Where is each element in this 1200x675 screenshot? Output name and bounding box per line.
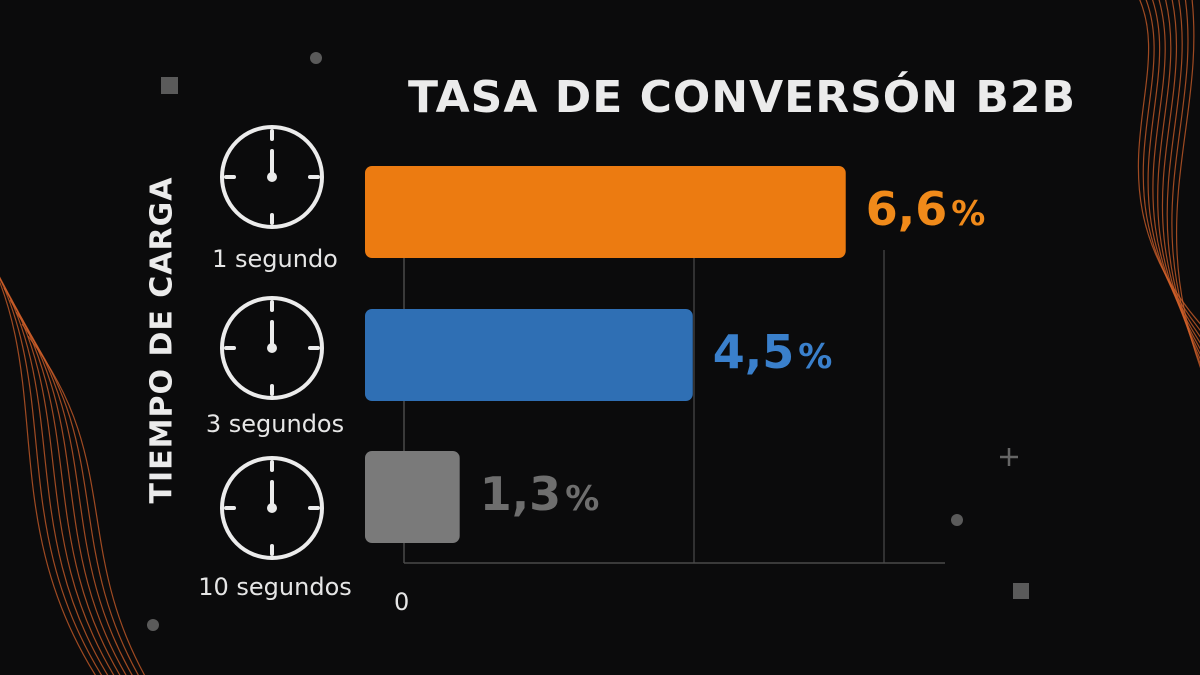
bar-value-label-3: 1,3%	[479, 467, 600, 521]
wave-line-decoration	[1175, 0, 1200, 368]
wave-line-decoration	[1166, 0, 1200, 360]
chart-title: TASA DE CONVERSÓN B2B	[408, 72, 1077, 123]
bar-value-label-2: 4,5%	[712, 325, 833, 379]
clock-icon	[220, 125, 324, 229]
wave-line-decoration	[1171, 0, 1200, 365]
category-label-1: 1 segundo	[212, 245, 338, 273]
wave-line-decoration	[0, 276, 109, 675]
category-label-3: 10 segundos	[198, 573, 352, 601]
dot-decoration	[310, 52, 322, 64]
wave-line-decoration	[21, 323, 140, 675]
clock-icon	[220, 296, 324, 400]
dot-decoration	[951, 514, 963, 526]
bar-2	[365, 309, 693, 401]
wave-line-decoration	[0, 281, 97, 675]
x-tick-label-0: 0	[394, 588, 410, 616]
bar-value-label-1: 6,6%	[865, 182, 986, 236]
wave-line-decoration	[27, 335, 146, 675]
y-axis-label: TIEMPO DE CARGA	[144, 176, 180, 504]
wave-line-decoration	[0, 278, 115, 675]
bar-1	[365, 166, 846, 258]
clock-icon	[220, 456, 324, 560]
square-decoration	[161, 77, 178, 94]
dot-decoration	[147, 619, 159, 631]
wave-line-decoration	[15, 311, 133, 675]
square-decoration	[1013, 583, 1029, 599]
bar-3	[365, 451, 460, 543]
category-label-2: 3 segundos	[205, 410, 345, 438]
wave-line-decoration	[0, 277, 103, 675]
